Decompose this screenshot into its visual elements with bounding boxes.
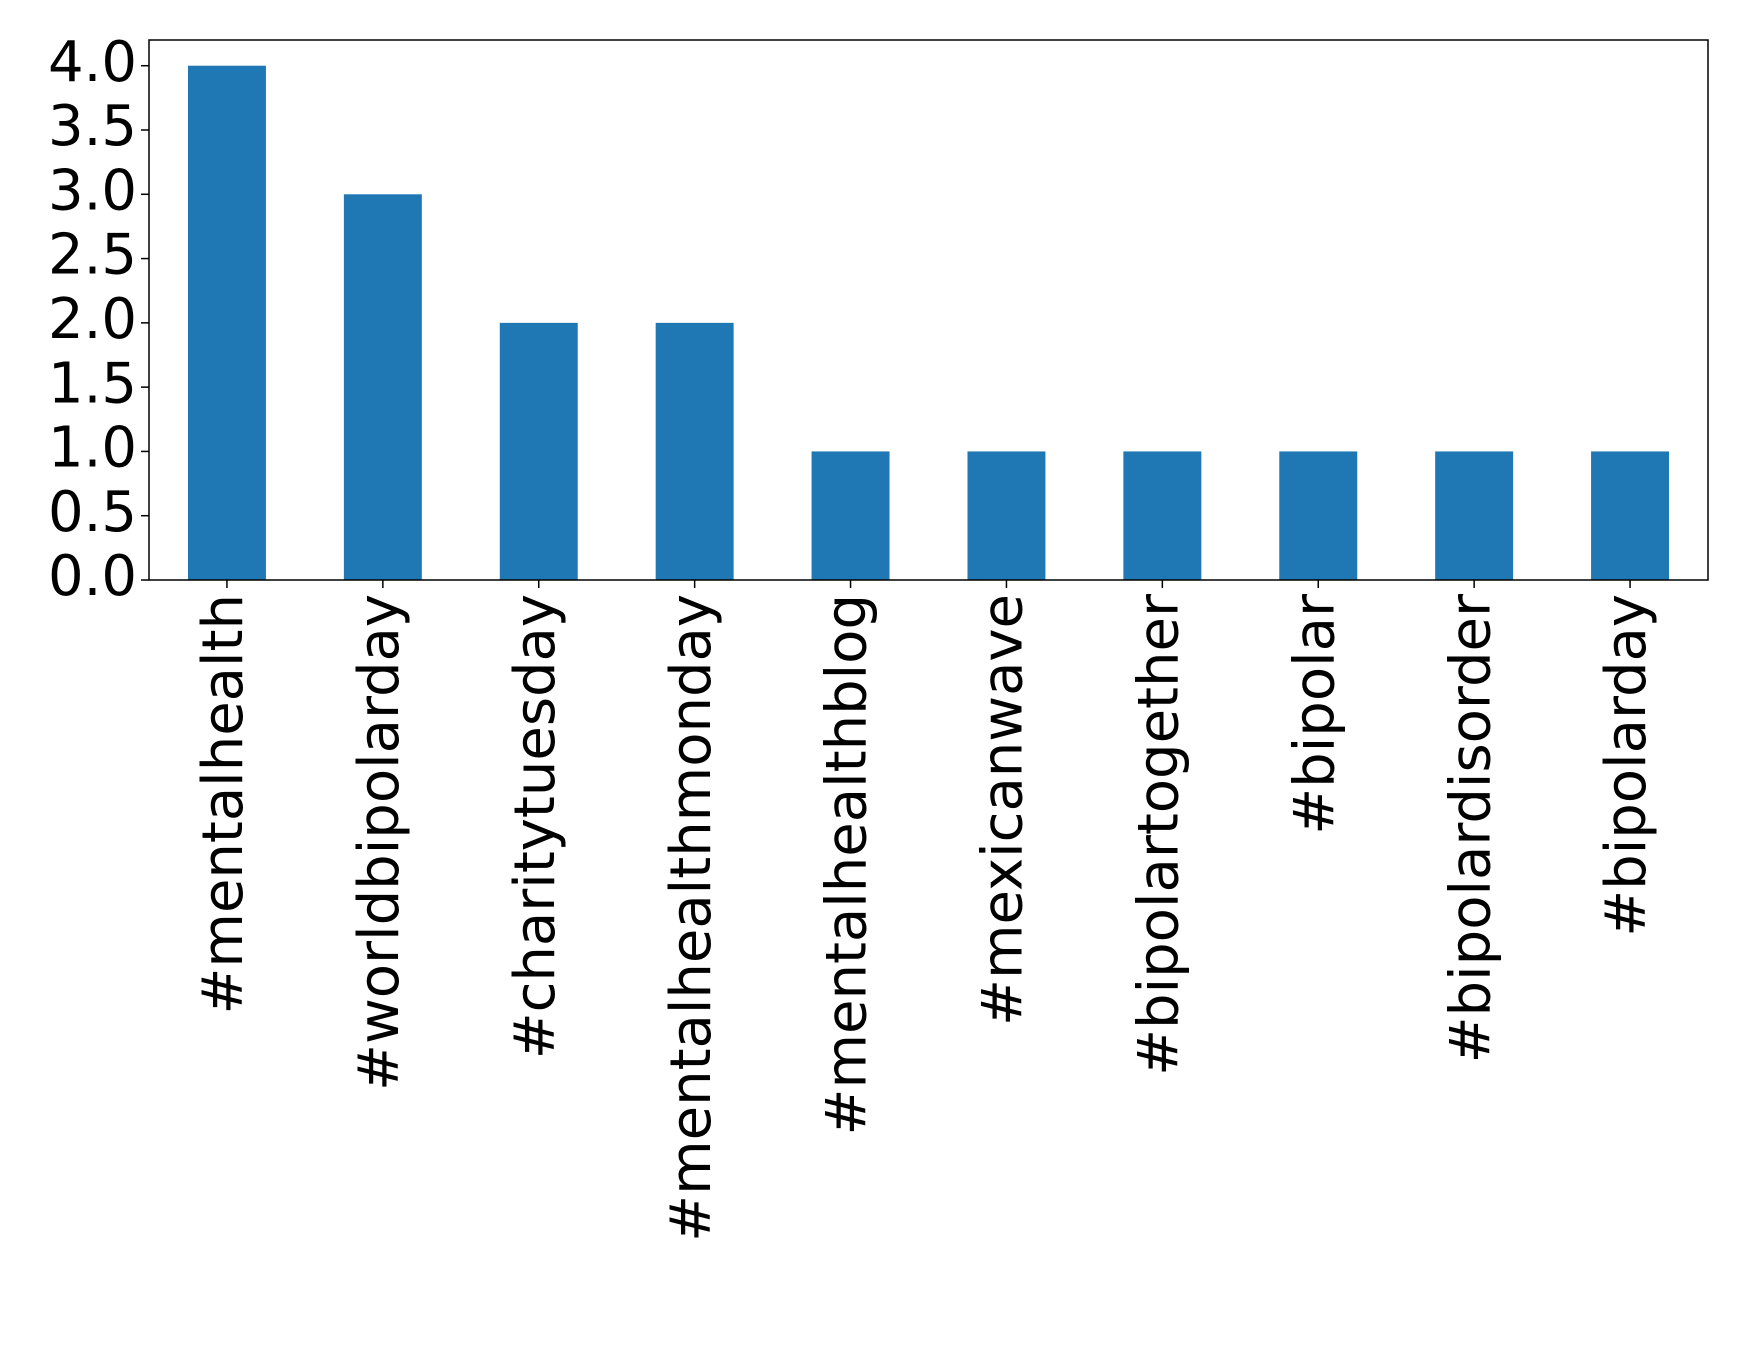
y-tick-label: 1.5 bbox=[48, 351, 137, 416]
y-tick-label: 2.0 bbox=[48, 287, 137, 352]
x-tick-label: #charitytuesday bbox=[503, 594, 568, 1059]
bar bbox=[967, 451, 1046, 580]
x-tick-label: #bipolarday bbox=[1594, 594, 1659, 937]
bar bbox=[1279, 451, 1358, 580]
x-tick-label: #mentalhealth bbox=[191, 594, 256, 1015]
x-tick-label: #mexicanwave bbox=[971, 594, 1036, 1026]
x-tick-label: #mentalhealthblog bbox=[815, 594, 880, 1135]
bar bbox=[1591, 451, 1670, 580]
bar bbox=[499, 322, 578, 580]
y-tick-label: 2.5 bbox=[48, 223, 137, 288]
plot-frame bbox=[148, 39, 1709, 581]
y-tick-label: 4.0 bbox=[48, 30, 137, 95]
bar bbox=[187, 65, 266, 580]
x-tick-label: #bipolartogether bbox=[1126, 593, 1191, 1076]
x-tick-label: #mentalhealthmonday bbox=[659, 594, 724, 1242]
bar bbox=[343, 194, 422, 581]
bar bbox=[1123, 451, 1202, 580]
x-tick-label: #bipolar bbox=[1282, 593, 1347, 835]
x-tick-label: #worldbipolarday bbox=[347, 594, 412, 1091]
x-tick-label: #bipolardisorder bbox=[1438, 593, 1503, 1063]
y-tick-label: 0.5 bbox=[48, 480, 137, 545]
bar bbox=[811, 451, 890, 580]
y-tick-label: 0.0 bbox=[48, 544, 137, 609]
y-tick-label: 3.0 bbox=[48, 158, 137, 223]
bar bbox=[1435, 451, 1514, 580]
y-tick-label: 1.0 bbox=[48, 416, 137, 481]
bar bbox=[655, 322, 734, 580]
y-tick-label: 3.5 bbox=[48, 94, 137, 159]
